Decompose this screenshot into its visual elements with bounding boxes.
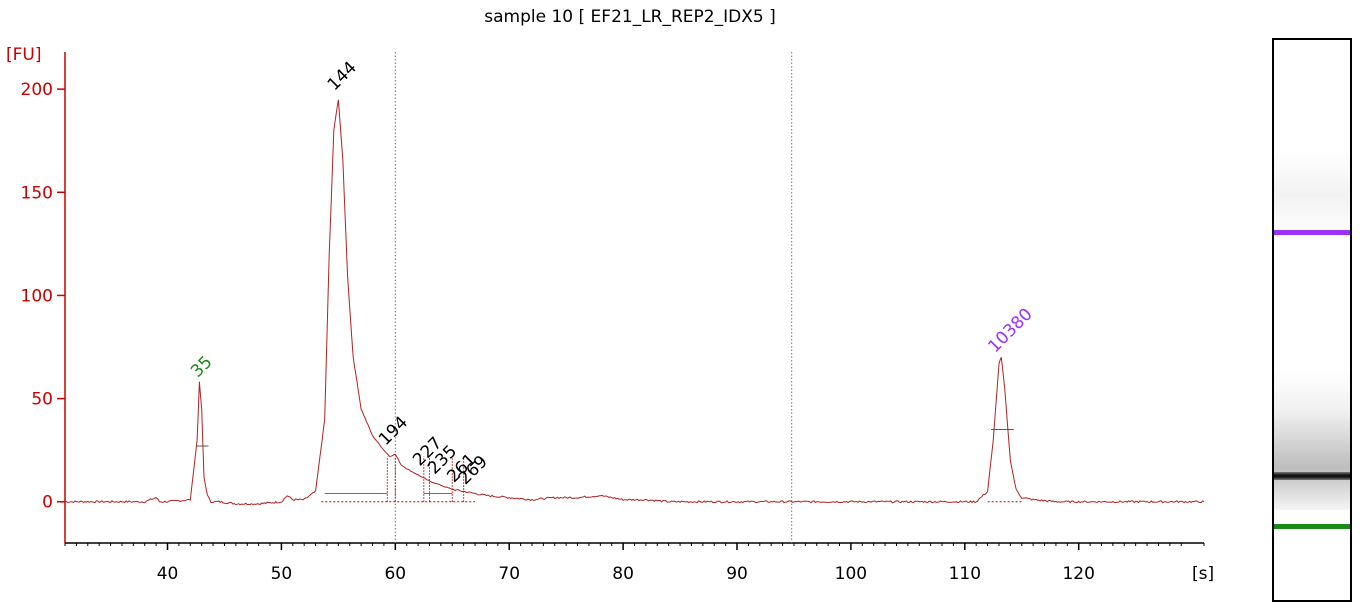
x-tick-label: 120 — [1062, 564, 1094, 584]
x-tick-label: 110 — [949, 564, 981, 584]
trace-line — [64, 99, 1205, 506]
y-tick-label: 100 — [21, 286, 53, 306]
x-tick-label: 70 — [498, 564, 520, 584]
y-tick-label: 50 — [31, 390, 53, 410]
y-tick-label: 200 — [21, 80, 53, 100]
gel-smear-upper — [1274, 150, 1350, 240]
lower-marker-band — [1274, 524, 1350, 529]
gel-lane — [1272, 38, 1352, 602]
y-tick-label: 150 — [21, 183, 53, 203]
x-tick-label: 50 — [271, 564, 293, 584]
y-tick-label: 0 — [42, 493, 53, 513]
x-tick-label: 100 — [835, 564, 867, 584]
chart-title: sample 10 [ EF21_LR_REP2_IDX5 ] — [484, 7, 775, 27]
gel-smear-main — [1274, 370, 1350, 510]
peak-label: 10380 — [984, 304, 1036, 356]
main-band — [1274, 472, 1350, 480]
x-tick-label: 90 — [726, 564, 748, 584]
x-tick-label: 60 — [384, 564, 406, 584]
peak-label: 144 — [324, 58, 361, 95]
x-tick-label: 40 — [157, 564, 179, 584]
peak-label: 35 — [187, 352, 216, 381]
y-axis-label: [FU] — [6, 45, 42, 65]
upper-marker-band — [1274, 230, 1350, 235]
peak-label: 194 — [375, 413, 412, 450]
x-tick-label: 80 — [612, 564, 634, 584]
x-axis-label: [s] — [1192, 564, 1214, 584]
